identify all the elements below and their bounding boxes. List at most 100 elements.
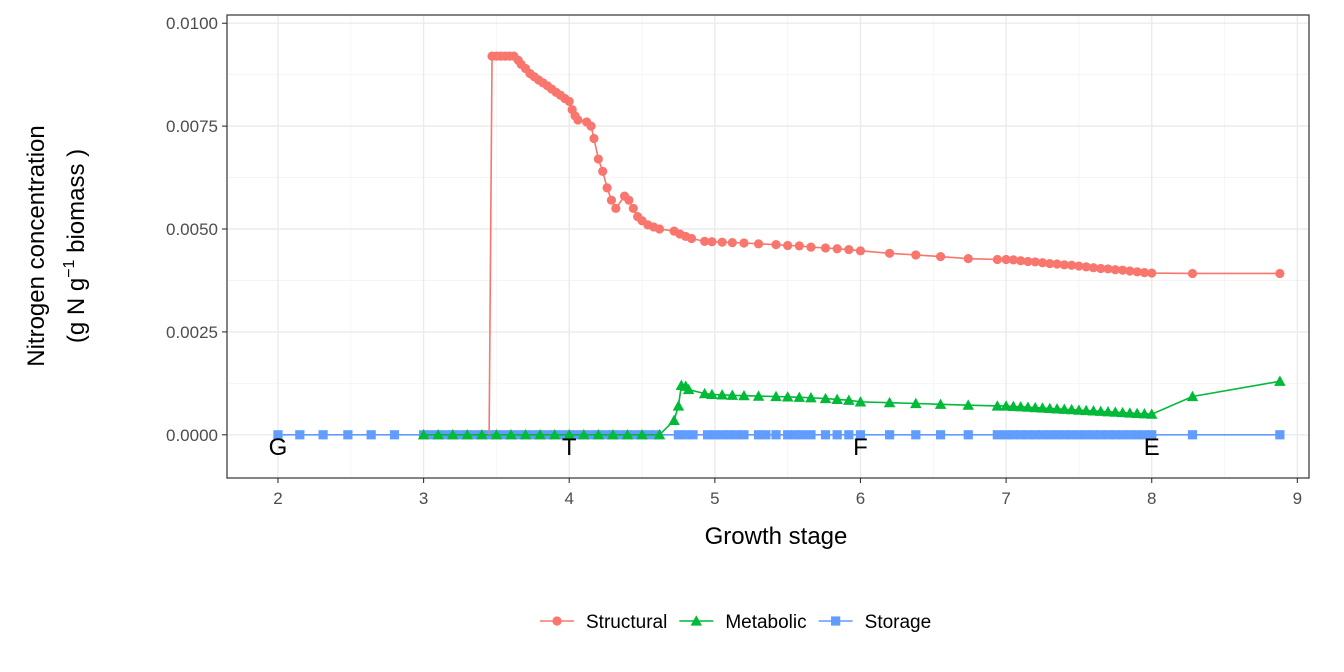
series-metabolic-point bbox=[819, 392, 832, 404]
y-tick-label: 0.0100 bbox=[166, 14, 218, 33]
series-storage-point bbox=[806, 430, 816, 440]
series-structural-point bbox=[771, 240, 781, 250]
series-metabolic-point bbox=[1102, 405, 1114, 417]
series-metabolic-line bbox=[423, 380, 1281, 436]
series-structural-point bbox=[794, 241, 804, 251]
series-structural-point bbox=[1037, 258, 1048, 268]
series-storage-point bbox=[1067, 430, 1077, 440]
series-structural-point bbox=[1052, 259, 1062, 269]
series-metabolic-point bbox=[636, 429, 648, 440]
y-tick-label: 0.0000 bbox=[166, 426, 218, 445]
series-storage-point bbox=[1016, 430, 1026, 440]
series-storage-point bbox=[1037, 430, 1048, 440]
series-structural-point bbox=[586, 121, 596, 131]
series-structural-point bbox=[606, 195, 617, 205]
series-structural-point bbox=[707, 237, 717, 247]
series-metabolic-point bbox=[578, 429, 590, 440]
series-storage-point bbox=[844, 430, 854, 440]
series-metabolic-point bbox=[1095, 405, 1107, 416]
series-metabolic-point bbox=[461, 429, 474, 440]
series-metabolic-point bbox=[1124, 407, 1136, 418]
series-structural-point bbox=[1103, 264, 1113, 274]
series-storage-point bbox=[753, 430, 764, 440]
series-structural-point bbox=[1023, 256, 1033, 267]
series-metabolic-point bbox=[770, 390, 782, 402]
stage-label-g: G bbox=[269, 434, 288, 461]
series-metabolic-point bbox=[1186, 390, 1199, 402]
series-storage-point bbox=[366, 430, 376, 440]
y-axis-title-line1: Nitrogen concentration bbox=[23, 125, 50, 366]
series-structural-point bbox=[1081, 262, 1091, 272]
series-metabolic-point bbox=[1145, 408, 1158, 419]
series-structural bbox=[487, 51, 1285, 435]
series-metabolic-point bbox=[991, 400, 1004, 411]
series-storage-point bbox=[1059, 430, 1069, 440]
series-storage-point bbox=[935, 430, 946, 440]
series-structural-point bbox=[1067, 260, 1077, 270]
series-metabolic-point bbox=[1051, 403, 1063, 414]
x-tick-label: 3 bbox=[419, 489, 428, 508]
series-metabolic-point bbox=[417, 429, 430, 440]
series-storage-point bbox=[963, 430, 973, 440]
series-structural-point bbox=[1088, 263, 1099, 273]
series-structural-point bbox=[963, 254, 973, 264]
series-structural-point bbox=[598, 166, 608, 176]
series-storage-point bbox=[771, 430, 781, 440]
series-metabolic-point bbox=[843, 394, 855, 405]
x-tick-label: 2 bbox=[273, 489, 282, 508]
series-structural-point bbox=[935, 251, 946, 262]
y-axis: 0.0000 0.0025 0.0050 0.0075 0.0100 bbox=[166, 14, 227, 445]
series-structural-point bbox=[1275, 268, 1285, 279]
series-metabolic-point bbox=[672, 400, 685, 411]
series-structural-point bbox=[739, 238, 749, 248]
series-storage-point bbox=[1275, 430, 1285, 440]
series-structural-point bbox=[1059, 260, 1069, 270]
series-storage-point bbox=[732, 430, 742, 440]
series-storage-point bbox=[790, 430, 800, 440]
y-tick-label: 0.0025 bbox=[166, 323, 218, 342]
series-metabolic-point bbox=[706, 388, 718, 400]
series-metabolic-point bbox=[716, 389, 728, 400]
y-axis-title-unit-b: biomass ) bbox=[63, 149, 90, 260]
legend-key-marker bbox=[690, 615, 703, 626]
series-metabolic-point bbox=[726, 389, 739, 400]
series-structural-point bbox=[844, 244, 854, 255]
series-metabolic-point bbox=[653, 429, 666, 440]
series-storage-point bbox=[1117, 430, 1128, 440]
series-storage-point bbox=[295, 430, 305, 440]
series-structural-point bbox=[611, 203, 621, 214]
series-storage-point bbox=[1187, 430, 1198, 440]
series-storage-point bbox=[1030, 430, 1040, 440]
series-storage-point bbox=[1081, 430, 1091, 440]
series-storage-point bbox=[832, 430, 842, 440]
series-structural-point bbox=[1030, 257, 1040, 267]
x-tick-label: 4 bbox=[564, 489, 573, 508]
series-storage-point bbox=[1096, 430, 1106, 440]
series-structural-point bbox=[564, 96, 574, 107]
series-metabolic-point bbox=[793, 391, 806, 402]
series-storage-point bbox=[1052, 430, 1062, 440]
series-structural-point bbox=[753, 239, 764, 249]
series-structural-point bbox=[589, 133, 599, 144]
series-structural-point bbox=[700, 236, 710, 246]
series-storage-point bbox=[1074, 430, 1084, 440]
series-storage-point bbox=[855, 430, 866, 440]
series-structural-connector bbox=[488, 56, 493, 435]
series-storage-point bbox=[820, 430, 831, 440]
plot-panel-border bbox=[226, 14, 1310, 479]
series-metabolic-point bbox=[1058, 403, 1071, 414]
series-structural-point bbox=[1008, 255, 1018, 265]
series-structural-point bbox=[686, 233, 697, 244]
series-storage-point bbox=[673, 430, 684, 440]
series-layer bbox=[273, 51, 1286, 440]
series-metabolic-point bbox=[752, 390, 765, 401]
legend-key-marker bbox=[552, 616, 562, 626]
series-metabolic-point bbox=[1065, 403, 1078, 415]
y-axis-title-line2: (g N g−1 biomass ) bbox=[61, 149, 90, 343]
series-metabolic-point bbox=[910, 397, 922, 409]
series-metabolic-point bbox=[668, 414, 680, 425]
x-axis-title: Growth stage bbox=[705, 523, 848, 550]
series-metabolic-point bbox=[607, 429, 619, 440]
